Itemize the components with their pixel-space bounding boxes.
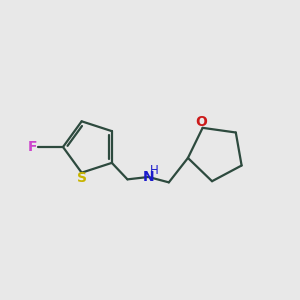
Text: S: S — [77, 171, 87, 185]
Text: O: O — [195, 116, 207, 129]
Text: N: N — [142, 170, 154, 184]
Text: H: H — [149, 164, 158, 177]
Text: F: F — [27, 140, 37, 154]
